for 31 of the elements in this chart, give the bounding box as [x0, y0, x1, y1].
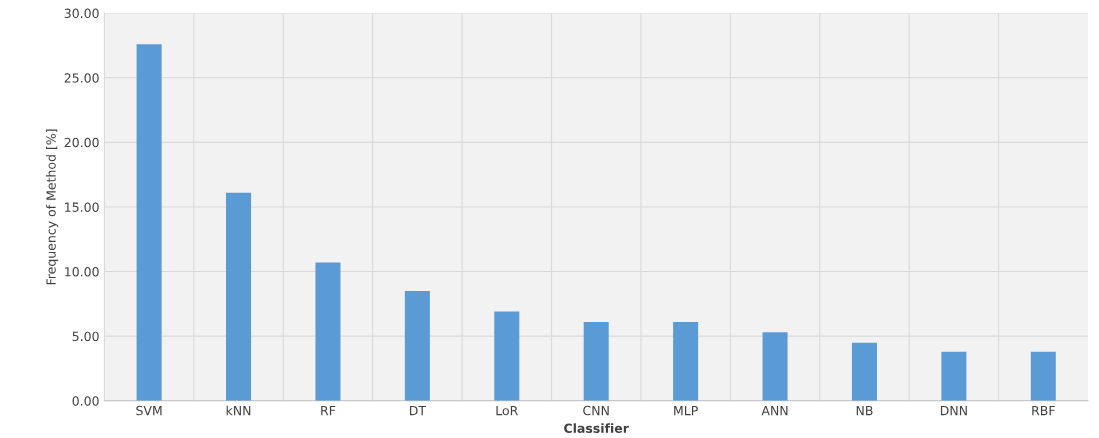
y-axis-title: Frequency of Method [%]: [46, 129, 59, 285]
bar: [315, 262, 341, 401]
y-tick-label: 30.00: [64, 8, 99, 19]
x-tick-label: CNN: [583, 405, 609, 416]
x-tick-label: MLP: [674, 406, 698, 416]
x-tick-label: DNN: [940, 406, 967, 416]
bar: [941, 351, 967, 401]
y-tick-label: 0.00: [72, 396, 99, 406]
x-tick-label: LoR: [496, 406, 518, 416]
y-tick-label: 10.00: [65, 267, 99, 277]
bar: [583, 321, 609, 401]
bar: [762, 332, 788, 401]
y-tick-label: 25.00: [64, 73, 99, 83]
y-tick-label: 5.00: [72, 331, 99, 342]
bar: [494, 311, 520, 401]
x-tick-label: NB: [856, 406, 873, 416]
bar: [673, 321, 699, 401]
x-tick-label: RBF: [1032, 406, 1055, 416]
bar: [851, 342, 877, 401]
bar: [136, 44, 162, 401]
bar: [1030, 351, 1056, 401]
x-tick-label: SVM: [136, 405, 162, 416]
x-tick-label: RF: [321, 406, 336, 416]
y-tick-label: 15.00: [65, 202, 99, 212]
x-tick-label: kNN: [226, 405, 251, 416]
y-tick-label: 20.00: [64, 137, 99, 148]
bar: [404, 290, 430, 401]
x-tick-label: ANN: [761, 406, 788, 416]
bar: [226, 192, 252, 401]
x-axis-title: Classifier: [564, 423, 629, 433]
x-tick-label: DT: [409, 406, 427, 416]
